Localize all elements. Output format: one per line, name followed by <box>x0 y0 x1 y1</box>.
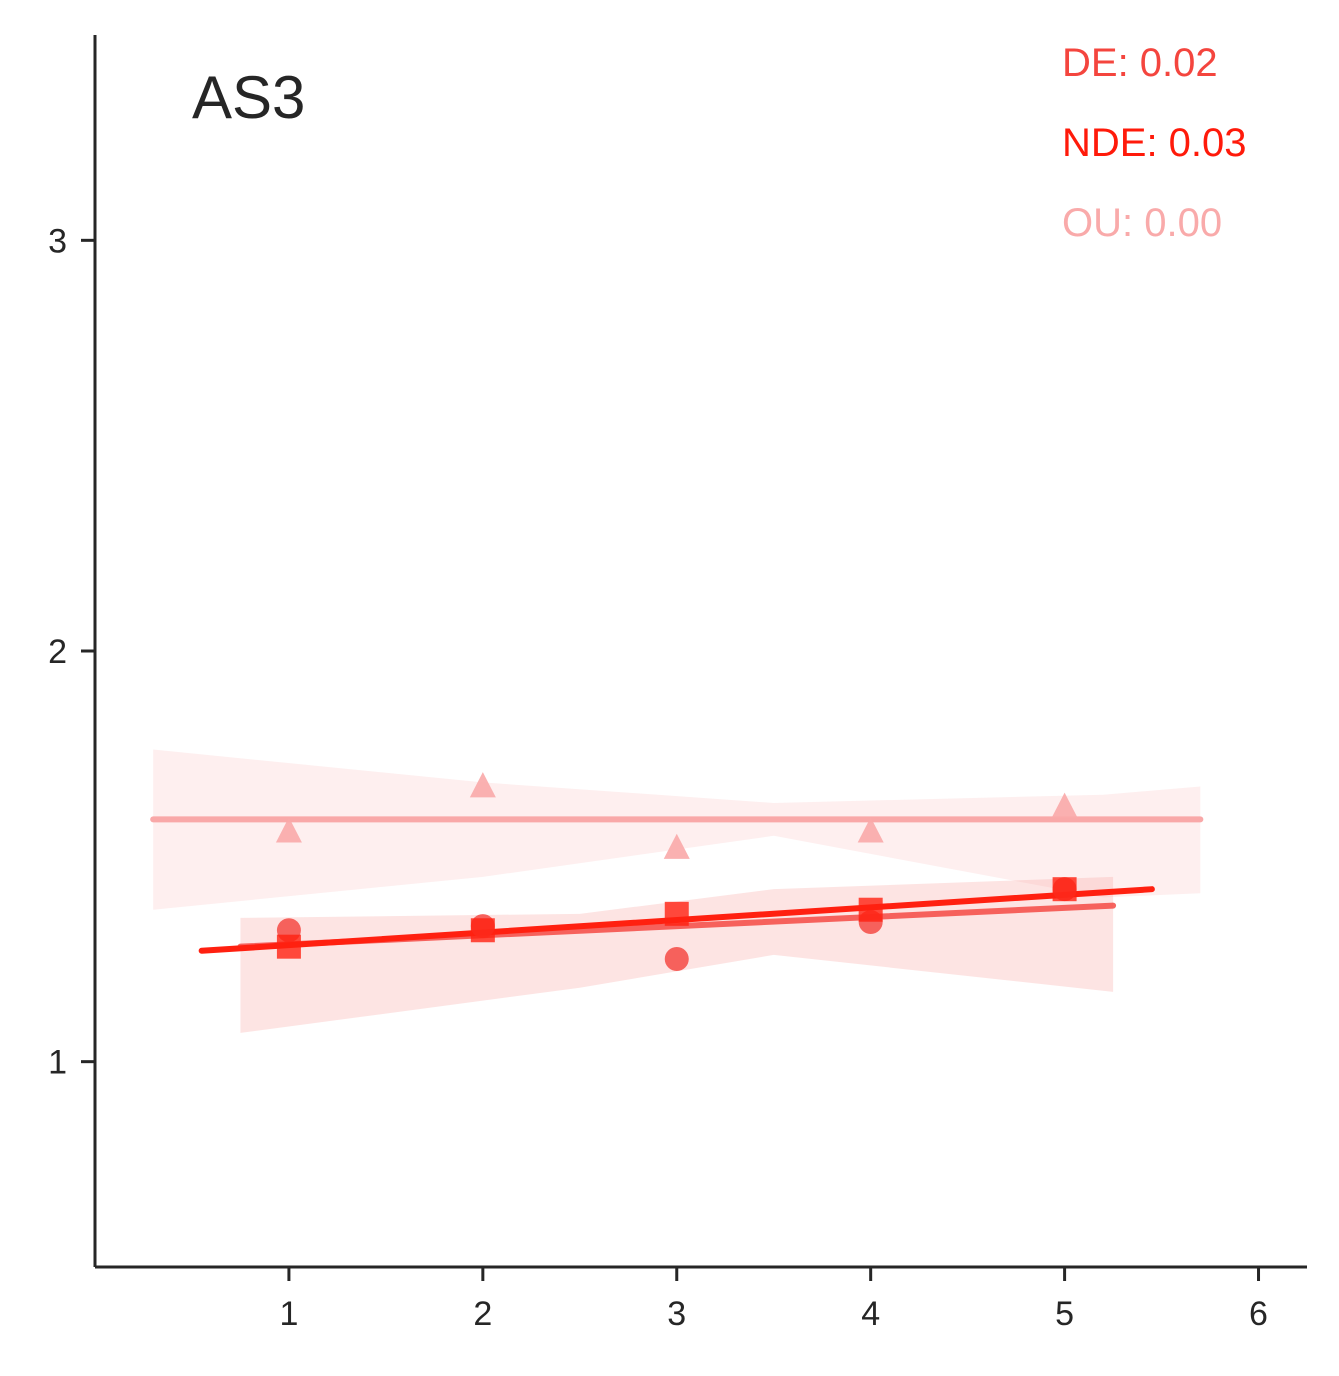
data-points <box>275 772 1078 971</box>
metric-label-nde: NDE: 0.03 <box>1062 121 1247 165</box>
metric-annotations: DE: 0.02 NDE: 0.03 OU: 0.00 <box>1062 41 1247 245</box>
ci-band-ou <box>153 749 1201 910</box>
x-tick-label: 4 <box>861 1295 880 1333</box>
ou-point <box>1051 792 1078 818</box>
ou-point <box>663 833 690 859</box>
nde-point <box>470 918 495 943</box>
nde-point <box>664 901 689 926</box>
x-tick-label: 1 <box>279 1295 298 1333</box>
x-tick-label: 6 <box>1249 1295 1268 1333</box>
ou-point <box>275 817 302 843</box>
y-tick-label: 3 <box>48 222 67 260</box>
y-tick-label: 1 <box>48 1044 67 1082</box>
x-tick-label: 2 <box>473 1295 492 1333</box>
nde-point <box>858 897 883 922</box>
ou-point <box>469 772 496 798</box>
metric-label-ou: OU: 0.00 <box>1062 201 1222 245</box>
de-point <box>664 947 689 971</box>
x-tick-label: 3 <box>667 1295 686 1333</box>
ticks: 1 2 3 4 5 6 1 2 3 <box>48 222 1268 1333</box>
confidence-bands <box>153 749 1201 1033</box>
x-tick-label: 5 <box>1055 1295 1074 1333</box>
nde-point <box>1052 877 1077 902</box>
nde-point <box>276 934 301 959</box>
panel-title: AS3 <box>192 64 305 131</box>
y-tick-label: 2 <box>48 633 67 671</box>
metric-label-de: DE: 0.02 <box>1062 41 1218 85</box>
ou-point <box>857 817 884 843</box>
